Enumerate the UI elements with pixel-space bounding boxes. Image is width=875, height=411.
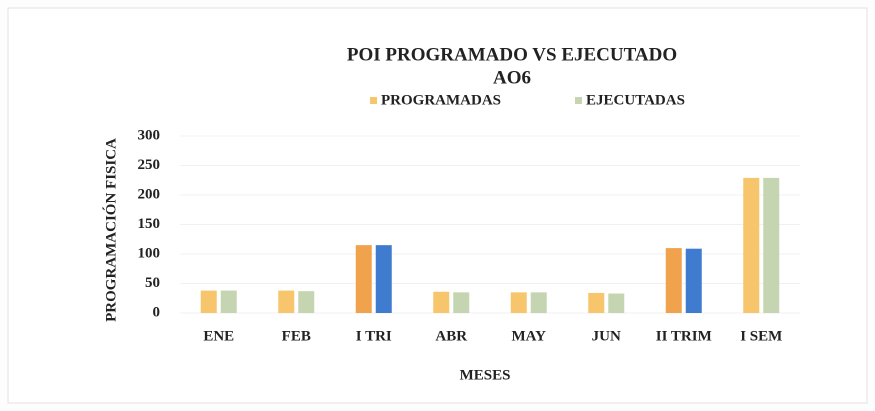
y-tick-label: 250 bbox=[138, 157, 161, 173]
bar bbox=[278, 290, 295, 313]
bar bbox=[530, 292, 547, 313]
chart-frame bbox=[7, 7, 868, 404]
x-tick-label: I TRI bbox=[356, 328, 392, 344]
bar bbox=[763, 177, 780, 313]
legend-label: EJECUTADAS bbox=[586, 92, 685, 108]
x-tick-label: JUN bbox=[592, 328, 621, 344]
x-axis-label: MESES bbox=[460, 367, 511, 383]
legend-label: PROGRAMADAS bbox=[381, 92, 501, 108]
x-tick-label: ABR bbox=[435, 328, 467, 344]
y-tick-label: 200 bbox=[138, 186, 161, 202]
bar bbox=[453, 292, 470, 313]
y-tick-label: 50 bbox=[145, 275, 160, 291]
x-tick-label: II TRIM bbox=[656, 328, 712, 344]
bar bbox=[375, 245, 392, 313]
bar bbox=[665, 248, 682, 313]
bar bbox=[588, 292, 605, 313]
chart-subtitle: AO6 bbox=[493, 67, 531, 88]
y-tick-label: 0 bbox=[153, 304, 161, 320]
y-tick-label: 100 bbox=[138, 245, 161, 261]
bar bbox=[220, 290, 237, 313]
bar bbox=[355, 245, 372, 313]
y-tick-label: 150 bbox=[138, 216, 161, 232]
y-axis-label: PROGRAMACIÓN FISICA bbox=[102, 138, 119, 322]
legend-swatch bbox=[370, 97, 377, 104]
bar bbox=[298, 291, 315, 313]
x-tick-label: I SEM bbox=[740, 328, 782, 344]
bar bbox=[200, 290, 217, 313]
chart-title: POI PROGRAMADO VS EJECUTADO bbox=[347, 44, 677, 65]
bar bbox=[743, 177, 760, 313]
y-tick-label: 300 bbox=[138, 127, 161, 143]
legend-swatch bbox=[575, 97, 582, 104]
bar bbox=[510, 292, 527, 313]
bar bbox=[433, 291, 450, 313]
x-tick-label: FEB bbox=[282, 328, 311, 344]
bar bbox=[685, 248, 702, 313]
x-tick-label: ENE bbox=[203, 328, 234, 344]
bar bbox=[608, 293, 625, 313]
x-tick-label: MAY bbox=[512, 328, 547, 344]
